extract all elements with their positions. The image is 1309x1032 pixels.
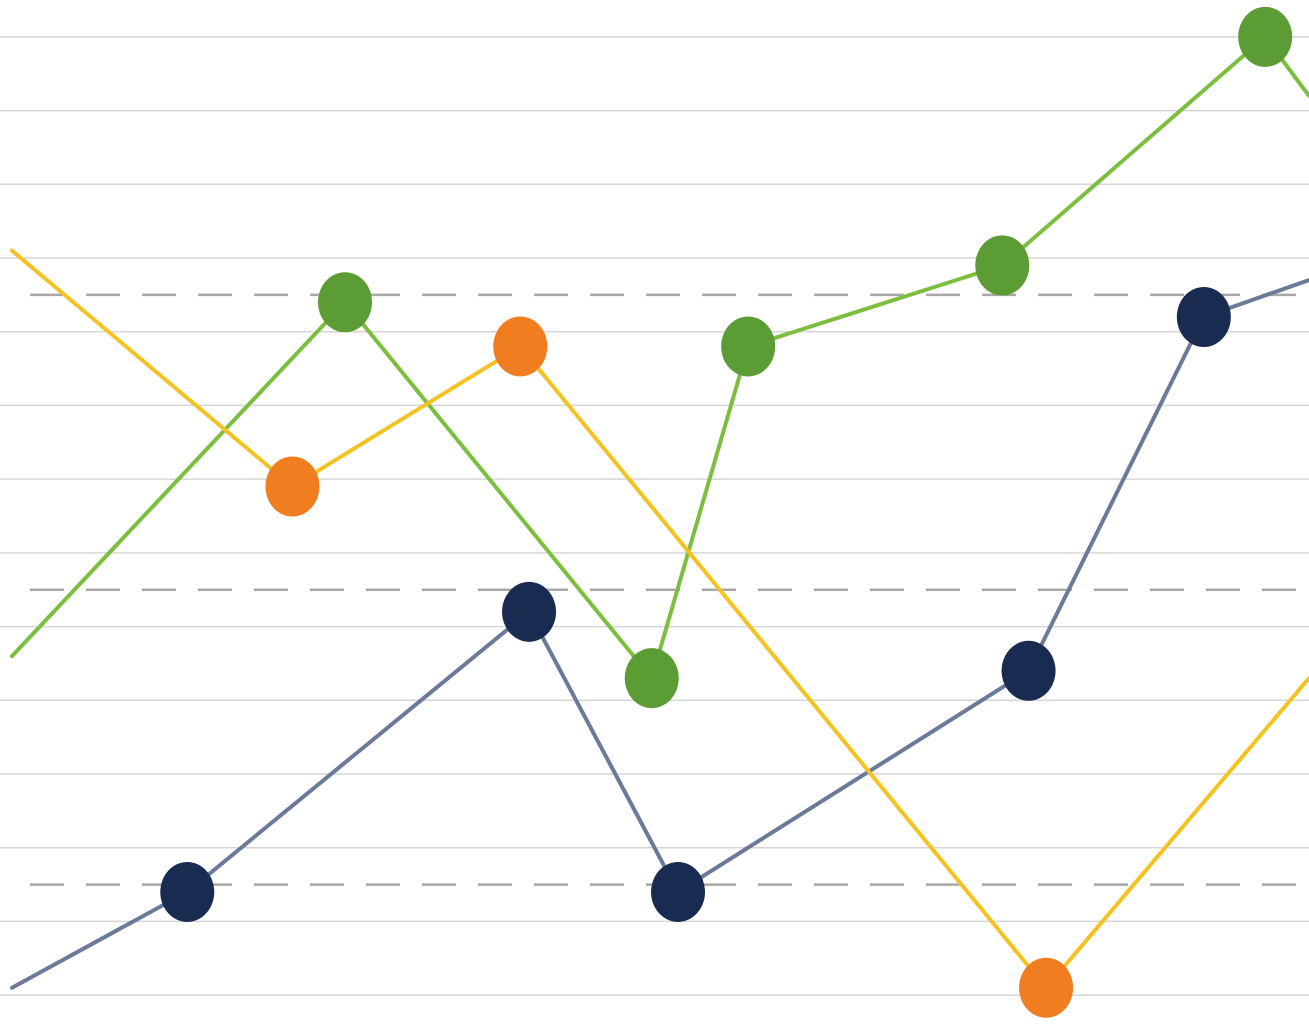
series-lines	[10, 34, 1309, 990]
series-0-point	[1176, 286, 1231, 347]
series-1-line	[10, 34, 1309, 681]
series-0-point	[651, 861, 706, 922]
series-1-point	[1238, 6, 1293, 67]
series-0-point	[502, 581, 557, 642]
series-0-point	[1001, 640, 1056, 701]
gridlines	[0, 36, 1309, 996]
series-2-point	[1019, 957, 1074, 1018]
series-1-point	[624, 648, 679, 709]
series-0-point	[160, 861, 215, 922]
series-1-point	[318, 272, 373, 333]
series-2-point	[265, 456, 320, 517]
series-2-point	[493, 316, 548, 377]
series-markers	[160, 6, 1293, 1018]
series-1-point	[721, 316, 776, 377]
series-1-point	[975, 235, 1030, 296]
